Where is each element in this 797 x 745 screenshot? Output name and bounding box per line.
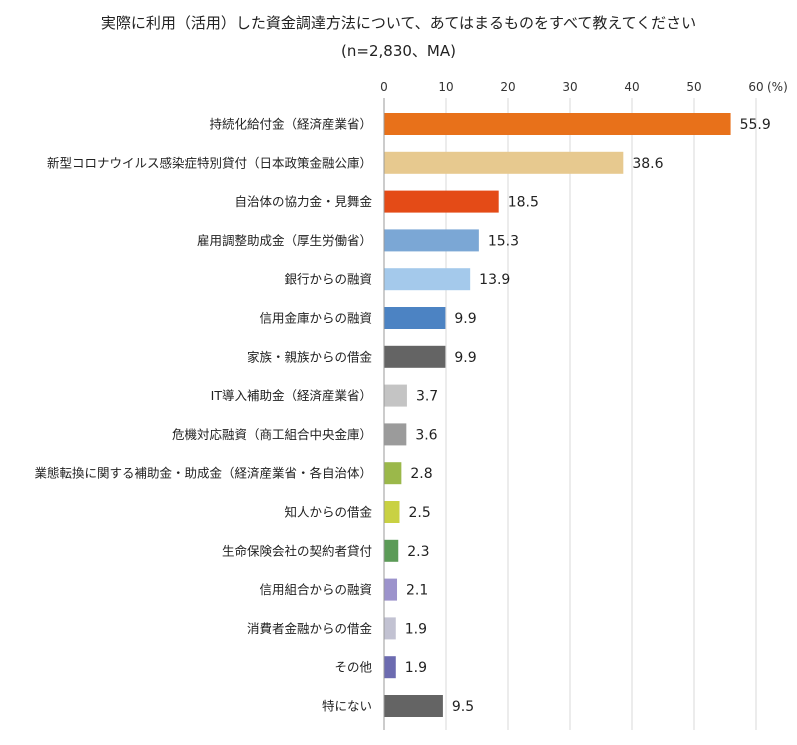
bar-7 [384, 384, 407, 407]
category-label-6: 家族・親族からの借金 [247, 349, 373, 364]
category-label-13: 消費者金融からの借金 [247, 621, 373, 636]
bar-14 [384, 656, 396, 679]
value-label-0: 55.9 [740, 117, 771, 133]
value-label-9: 2.8 [410, 466, 432, 482]
bar-1 [384, 151, 624, 174]
value-label-15: 9.5 [452, 699, 474, 715]
bar-13 [384, 617, 396, 640]
category-label-12: 信用組合からの融資 [259, 582, 372, 597]
category-label-2: 自治体の協力金・見舞金 [234, 194, 372, 209]
bar-11 [384, 539, 399, 562]
value-label-8: 3.6 [415, 427, 437, 443]
x-tick-label-6: 60 [748, 80, 763, 94]
bar-5 [384, 307, 446, 329]
x-unit-label: (%) [767, 80, 788, 94]
x-tick-label-2: 20 [500, 80, 515, 94]
bar-2 [384, 190, 499, 213]
category-label-7: IT導入補助金（経済産業省） [211, 388, 372, 403]
x-tick-label-5: 50 [686, 80, 701, 94]
chart-title: 実際に利用（活用）した資金調達方法について、あてはまるものをすべて教えてください [100, 14, 697, 32]
category-label-10: 知人からの借金 [284, 505, 372, 520]
category-label-8: 危機対応融資（商工組合中央金庫） [172, 427, 372, 442]
value-label-13: 1.9 [405, 621, 427, 637]
category-label-11: 生命保険会社の契約者貸付 [222, 543, 372, 558]
category-label-4: 銀行からの融資 [284, 272, 372, 287]
value-label-3: 15.3 [488, 233, 519, 249]
x-tick-label-0: 0 [380, 80, 388, 94]
category-label-0: 持続化給付金（経済産業省） [209, 117, 372, 132]
bar-12 [384, 578, 398, 601]
value-label-12: 2.1 [406, 583, 428, 599]
value-label-10: 2.5 [409, 505, 431, 521]
value-label-6: 9.9 [454, 350, 476, 366]
chart-subtitle: (n=2,830、MA) [341, 42, 456, 60]
bar-3 [384, 229, 479, 252]
x-tick-label-4: 40 [624, 80, 639, 94]
bar-8 [384, 423, 407, 446]
category-label-1: 新型コロナウイルス感染症特別貸付（日本政策金融公庫） [47, 155, 372, 170]
value-label-5: 9.9 [454, 311, 476, 327]
bar-0 [384, 113, 731, 135]
value-label-4: 13.9 [479, 272, 510, 288]
value-label-7: 3.7 [416, 389, 438, 405]
bar-15 [384, 695, 443, 717]
bar-10 [384, 501, 400, 523]
bar-6 [384, 345, 446, 368]
x-tick-label-1: 10 [438, 80, 453, 94]
category-label-14: その他 [334, 660, 372, 675]
category-label-15: 特にない [322, 699, 372, 714]
bar-4 [384, 268, 471, 291]
x-tick-label-3: 30 [562, 80, 577, 94]
value-label-1: 38.6 [632, 156, 663, 172]
bar-9 [384, 462, 402, 485]
value-label-2: 18.5 [508, 195, 539, 211]
value-label-14: 1.9 [405, 660, 427, 676]
category-label-5: 信用金庫からの融資 [259, 311, 372, 326]
category-label-9: 業態転換に関する補助金・助成金（経済産業省・各自治体） [34, 466, 372, 481]
category-label-3: 雇用調整助成金（厚生労働省） [197, 233, 372, 248]
value-label-11: 2.3 [407, 544, 429, 560]
